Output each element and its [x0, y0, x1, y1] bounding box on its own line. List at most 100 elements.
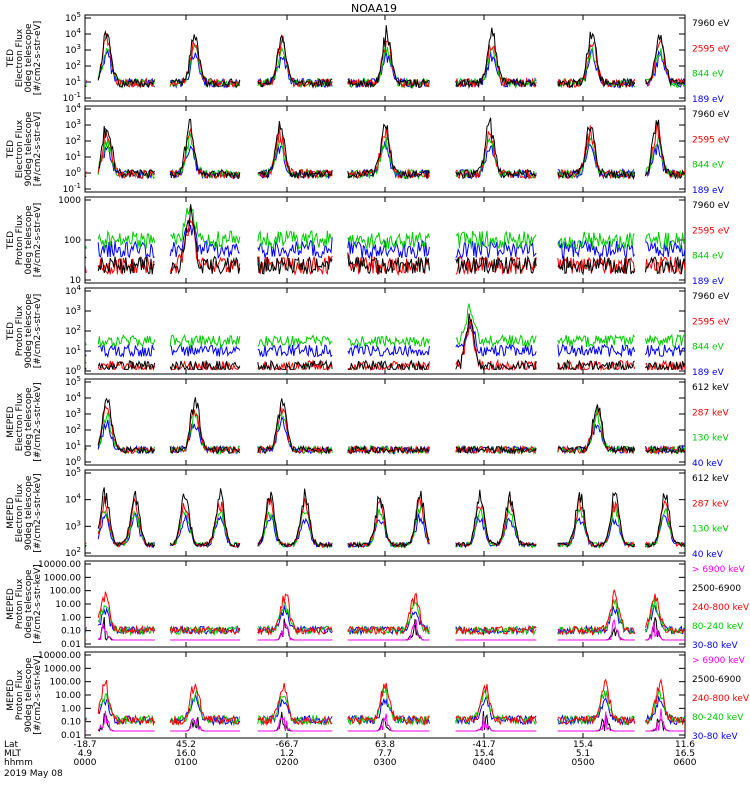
series-line: [347, 238, 430, 260]
legend-entry: 844 eV: [692, 343, 725, 353]
series-line: [170, 204, 241, 251]
series-line: [645, 621, 685, 641]
panel-3: 10 100 1000 TED Proton Flux 0deg telescope [#/…: [6, 196, 730, 287]
series-line: [644, 343, 685, 358]
x-tick-label: 0500: [572, 758, 595, 768]
series-line: [455, 321, 537, 357]
data-series: [85, 589, 685, 642]
y-tick-label: 101: [65, 75, 81, 88]
series-line: [455, 254, 537, 275]
series-line: [97, 623, 155, 641]
series-line: [557, 144, 636, 180]
series-line: [645, 240, 685, 258]
series-line: [557, 47, 636, 89]
legend-entry: 240-800 keV: [692, 694, 750, 704]
y-tick-label: 103: [65, 118, 81, 131]
y-tick-label: 102: [65, 423, 81, 436]
y-tick-label: 103: [65, 407, 81, 420]
series-line: [257, 398, 333, 455]
y-axis-label: 0deg telescope: [24, 205, 34, 275]
legend-entry: 189 eV: [692, 95, 725, 105]
legend-entry: 80-240 keV: [692, 713, 744, 723]
series-line: [169, 34, 241, 89]
y-tick-label: 10000.00: [38, 651, 81, 661]
x-tick-label: 0400: [473, 758, 496, 768]
x-row-label: MLT: [4, 749, 22, 759]
series-line: [347, 123, 430, 179]
x-tick-label: 5.1: [576, 749, 590, 759]
series-line: [557, 589, 636, 636]
series-line: [257, 683, 333, 727]
series-line: [169, 334, 241, 348]
x-tick-label: 0200: [276, 758, 299, 768]
y-tick-label: 0.10: [61, 718, 81, 728]
series-line: [645, 678, 685, 726]
series-line: [85, 339, 87, 346]
series-line: [644, 231, 685, 250]
legend-entry: > 6900 keV: [692, 656, 746, 666]
series-line: [169, 501, 241, 549]
y-tick-label: 102: [65, 546, 81, 559]
legend-entry: 612 keV: [692, 474, 729, 484]
series-line: [347, 444, 430, 455]
y-tick-label: 101: [65, 344, 81, 357]
series-line: [257, 359, 333, 372]
data-series: [85, 25, 685, 90]
series-line: [257, 35, 333, 89]
x-tick-label: 15.4: [573, 740, 593, 750]
series-line: [97, 397, 155, 455]
series-line: [347, 713, 430, 732]
y-axis-label: [#/cm2-s-str-eV]: [33, 112, 43, 187]
series-line: [257, 488, 333, 548]
series-line: [97, 343, 155, 359]
y-tick-label: 1000.00: [44, 664, 81, 674]
series-line: [347, 490, 430, 549]
series-line: [85, 256, 87, 259]
date-label: 2019 May 08: [4, 769, 63, 779]
legend-entry: 80-240 keV: [692, 622, 744, 632]
y-tick-label: 100.00: [50, 587, 82, 597]
y-axis-label: Electron Flux: [15, 28, 25, 87]
series-line: [169, 342, 241, 357]
y-axis-label: MEPED: [6, 588, 16, 620]
panel-7: 0.01 0.10 1.00 10.00 100.00 1000.00 10000.00 ME…: [6, 560, 750, 651]
series-line: [98, 125, 155, 179]
y-axis-label: TED: [6, 231, 16, 250]
legend-entry: 2595 eV: [692, 317, 730, 327]
series-line: [347, 231, 430, 251]
x-tick-label: 45.2: [176, 740, 196, 750]
series-line: [347, 335, 430, 349]
y-tick-label: 1000: [58, 196, 81, 206]
y-tick-label: 100.00: [50, 678, 82, 688]
series-line: [97, 128, 155, 180]
series-line: [455, 131, 537, 180]
x-tick-label: 15.4: [474, 749, 494, 759]
y-tick-label: 0.01: [61, 640, 81, 650]
legend-entry: 7960 eV: [692, 110, 730, 120]
y-tick-label: 105: [65, 11, 81, 24]
legend-entry: 2595 eV: [692, 226, 730, 236]
y-tick-label: 1000.00: [44, 573, 81, 583]
legend-entry: 2595 eV: [692, 135, 730, 145]
y-axis-label: [#/cm2-s-str-keV]: [33, 473, 43, 552]
y-tick-label: 10.00: [55, 600, 81, 610]
y-tick-label: 104: [65, 493, 81, 506]
x-tick-label: 0600: [674, 758, 697, 768]
y-axis-label: Proton Flux: [15, 578, 25, 629]
y-axis-label: [#/cm2-s-str-eV]: [33, 294, 43, 369]
series-line: [455, 445, 537, 455]
series-line: [170, 717, 240, 732]
x-row-label: hhmm: [4, 758, 33, 768]
legend-entry: 287 keV: [692, 408, 729, 418]
y-tick-label: 101: [65, 150, 81, 163]
y-tick-label: 0.01: [61, 731, 81, 741]
series-line: [257, 255, 333, 276]
y-tick-label: 10.00: [55, 691, 81, 701]
series-line: [169, 409, 240, 456]
x-tick-label: 0100: [175, 758, 198, 768]
series-line: [347, 682, 430, 726]
series-line: [557, 618, 635, 642]
y-axis-label: 0deg telescope: [24, 23, 34, 93]
series-line: [97, 360, 156, 372]
